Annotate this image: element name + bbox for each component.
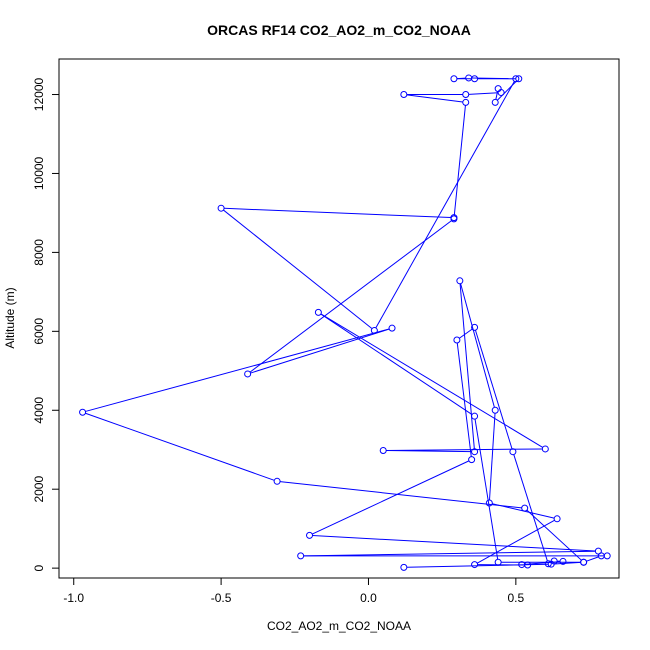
series-segment	[468, 92, 499, 95]
series-segment	[526, 509, 582, 561]
data-point	[79, 408, 87, 416]
y-tick-label: 0	[32, 564, 46, 571]
y-tick-label: 4000	[32, 397, 46, 424]
x-tick-label: -0.5	[211, 591, 232, 605]
data-point	[450, 75, 458, 83]
data-point	[297, 552, 305, 560]
data-point	[217, 204, 225, 212]
data-point	[559, 557, 567, 565]
series-segment	[312, 460, 470, 535]
data-point	[388, 324, 396, 332]
series-segment	[496, 80, 518, 101]
data-point	[465, 74, 473, 82]
data-point	[494, 85, 502, 93]
data-point	[379, 447, 387, 455]
series-segment	[459, 328, 473, 339]
x-tick-label: 0.0	[360, 591, 377, 605]
data-point	[400, 563, 408, 571]
data-point	[314, 308, 322, 316]
series-segment	[476, 519, 555, 564]
y-tick-label: 12000	[32, 78, 46, 112]
x-axis-label: CO2_AO2_m_CO2_NOAA	[267, 619, 411, 633]
data-point	[550, 557, 558, 565]
x-tick-label: 0.5	[507, 591, 524, 605]
data-point	[471, 448, 479, 456]
series-segment	[375, 81, 515, 329]
data-point	[524, 561, 532, 569]
x-tick-label: -1.0	[63, 591, 84, 605]
data-point	[471, 412, 479, 420]
data-point	[370, 327, 378, 335]
series-segment	[320, 313, 473, 415]
data-point	[462, 98, 470, 106]
data-point	[485, 499, 493, 507]
series-segment	[85, 412, 275, 481]
y-tick-label: 6000	[32, 318, 46, 345]
data-point	[244, 370, 252, 378]
data-point	[450, 214, 458, 222]
data-point	[471, 561, 479, 569]
series-segment	[471, 77, 513, 80]
series-segment	[495, 91, 499, 100]
data-point	[544, 560, 552, 568]
data-point	[400, 91, 408, 99]
data-point	[580, 558, 588, 566]
data-point	[509, 448, 517, 456]
series-segment	[474, 330, 513, 449]
series-segment	[453, 105, 466, 216]
series-segment	[489, 413, 496, 501]
series-segment	[474, 419, 499, 560]
series-segment	[250, 328, 390, 374]
data-point	[553, 515, 561, 523]
series-points-group	[79, 74, 611, 571]
series-line-group	[85, 77, 605, 568]
series-segment	[85, 328, 390, 412]
series-segment	[459, 283, 475, 449]
data-point	[462, 91, 470, 99]
series-segment	[312, 535, 596, 552]
x-axis: -1.0 -0.5 0.0 0.5	[63, 577, 525, 605]
data-point	[468, 456, 476, 464]
data-point	[515, 75, 523, 83]
data-point	[521, 504, 529, 512]
y-tick-label: 8000	[32, 239, 46, 266]
y-axis: 0 2000 4000 6000 8000 10000 12000	[32, 78, 60, 571]
data-point	[494, 558, 502, 566]
y-tick-label: 10000	[32, 156, 46, 190]
data-point	[306, 531, 314, 539]
data-point	[512, 75, 520, 83]
data-point	[273, 477, 281, 485]
series-segment	[249, 220, 452, 373]
data-point	[491, 98, 499, 106]
y-axis-label: Altitude (m)	[3, 287, 17, 348]
data-point	[453, 336, 461, 344]
series-segment	[223, 209, 373, 330]
data-point	[456, 277, 464, 285]
series-segment	[224, 207, 451, 219]
chart-title: ORCAS RF14 CO2_AO2_m_CO2_NOAA	[207, 22, 471, 38]
series-segment	[280, 481, 522, 509]
data-point	[471, 323, 479, 331]
series-segment	[586, 556, 599, 562]
series-segment	[460, 283, 495, 408]
series-segment	[386, 448, 543, 451]
data-point	[541, 445, 549, 453]
series-segment	[320, 313, 544, 448]
series-segment	[406, 94, 463, 103]
data-point	[491, 406, 499, 414]
data-point	[603, 552, 611, 560]
data-point	[594, 547, 602, 555]
y-tick-label: 2000	[32, 476, 46, 503]
series-segment	[513, 454, 548, 562]
series-segment	[303, 550, 596, 557]
